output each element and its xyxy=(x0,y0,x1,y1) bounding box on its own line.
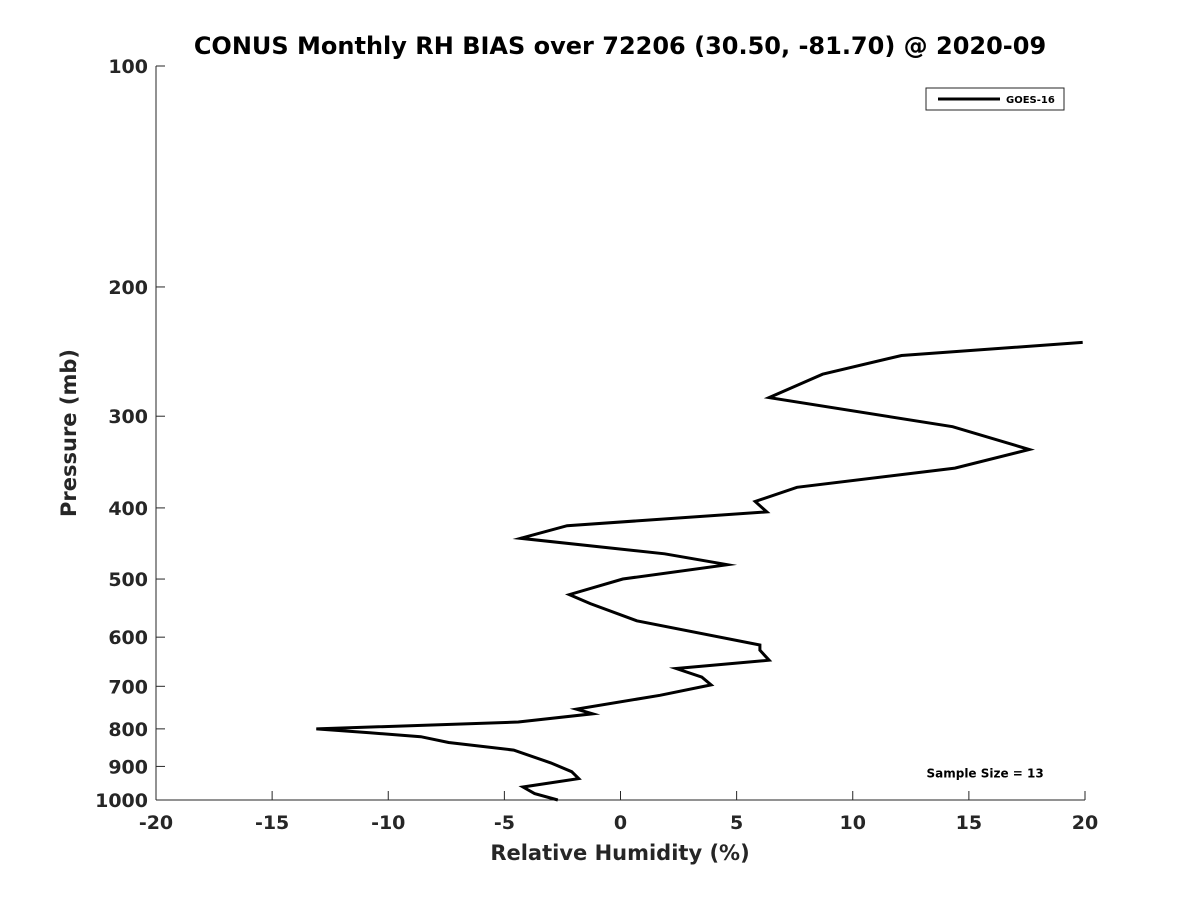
sample-size-annotation: Sample Size = 13 xyxy=(926,766,1043,780)
y-tick-label: 200 xyxy=(108,277,148,299)
x-tick-label: 15 xyxy=(956,812,982,834)
series-line-goes-16 xyxy=(316,340,1083,802)
y-tick-label: 400 xyxy=(108,498,148,520)
x-tick-label: 20 xyxy=(1072,812,1098,834)
y-tick-label: 700 xyxy=(108,676,148,698)
chart-title: CONUS Monthly RH BIAS over 72206 (30.50,… xyxy=(194,32,1046,60)
legend-entry-goes-16: GOES-16 xyxy=(1006,95,1055,106)
x-axis-ticks: -20 -15 -10 -5 0 5 10 15 20 xyxy=(139,791,1098,834)
y-tick-label: 100 xyxy=(108,56,148,78)
x-tick-label: -15 xyxy=(255,812,289,834)
annotation-layer: Sample Size = 13 xyxy=(926,766,1043,780)
series-layer xyxy=(316,340,1083,802)
x-tick-label: 5 xyxy=(730,812,743,834)
x-tick-label: -20 xyxy=(139,812,173,834)
x-tick-label: -5 xyxy=(494,812,515,834)
y-tick-label: 600 xyxy=(108,627,148,649)
plot-area: -20 -15 -10 -5 0 5 10 15 20 100 200 300 400 500 600 70… xyxy=(95,56,1098,834)
legend: GOES-16 xyxy=(925,87,1065,111)
y-tick-label: 1000 xyxy=(95,790,148,812)
y-axis-ticks: 100 200 300 400 500 600 700 800 900 1000 xyxy=(95,56,165,812)
y-tick-label: 500 xyxy=(108,569,148,591)
y-axis-label: Pressure (mb) xyxy=(57,349,81,517)
y-tick-label: 900 xyxy=(108,756,148,778)
x-tick-label: 0 xyxy=(614,812,627,834)
x-tick-label: 10 xyxy=(840,812,866,834)
y-tick-label: 800 xyxy=(108,719,148,741)
y-tick-label: 300 xyxy=(108,406,148,428)
x-axis-label: Relative Humidity (%) xyxy=(490,841,749,865)
x-tick-label: -10 xyxy=(371,812,405,834)
